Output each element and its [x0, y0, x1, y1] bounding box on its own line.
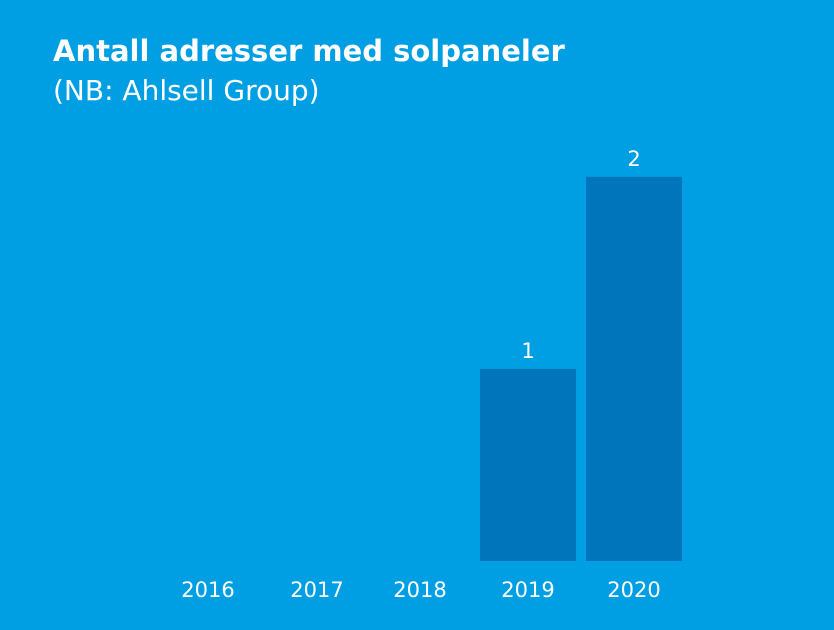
data-label-2020: 2 [627, 147, 640, 171]
x-tick-label-2016: 2016 [181, 578, 234, 602]
x-tick-label-2017: 2017 [290, 578, 343, 602]
chart-subtitle: (NB: Ahlsell Group) [53, 74, 320, 107]
chart-title: Antall adresser med solpaneler [53, 34, 565, 68]
bar-2020 [586, 176, 682, 561]
x-tick-label-2019: 2019 [501, 578, 554, 602]
x-tick-label-2020: 2020 [607, 578, 660, 602]
x-tick-label-2018: 2018 [393, 578, 446, 602]
data-label-2019: 1 [521, 339, 534, 363]
bar-2019 [480, 368, 576, 561]
